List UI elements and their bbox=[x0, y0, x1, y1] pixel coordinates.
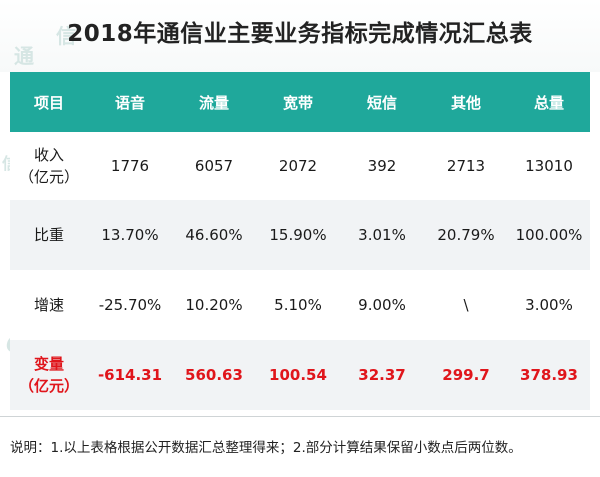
table-cell: 5.10% bbox=[274, 296, 322, 314]
header-traffic: 流量 bbox=[198, 93, 229, 112]
header-total: 总量 bbox=[533, 93, 564, 112]
row-label: 变量 （亿元） bbox=[10, 340, 88, 410]
table-cell: 2713 bbox=[446, 157, 486, 175]
header-voice: 语音 bbox=[114, 93, 145, 112]
row-label: 收入 （亿元） bbox=[10, 132, 88, 200]
watermark-text: 信 bbox=[40, 382, 57, 401]
divider bbox=[0, 416, 600, 417]
table-cell: 378.93 bbox=[520, 366, 578, 384]
row-label: 增速 bbox=[33, 296, 64, 314]
page-title: 2018年通信业主要业务指标完成情况汇总表 bbox=[67, 21, 533, 47]
table-cell: 32.37 bbox=[358, 366, 406, 384]
table-cell: -25.70% bbox=[98, 296, 162, 314]
table-row-share: 比重 13.70% 46.60% 15.90% 3.01% 20.79% 100… bbox=[10, 200, 590, 270]
header-other: 其他 bbox=[450, 93, 481, 112]
table-cell: 13.70% bbox=[101, 226, 159, 244]
table-cell: -614.31 bbox=[97, 366, 163, 384]
row-label-unit: （亿元） bbox=[18, 377, 79, 395]
table-cell: 46.60% bbox=[185, 226, 243, 244]
table-cell: 6057 bbox=[194, 157, 234, 175]
table-cell: 3.00% bbox=[525, 296, 573, 314]
table-cell: 15.90% bbox=[269, 226, 327, 244]
row-label: 比重 bbox=[33, 226, 64, 244]
table-row-change: 变量 （亿元） -614.31 560.63 100.54 32.37 299.… bbox=[10, 340, 590, 410]
watermark-text: 网 bbox=[82, 304, 102, 328]
table-cell: 20.79% bbox=[437, 226, 495, 244]
table-row-income: 收入 （亿元） 1776 6057 2072 392 2713 13010 bbox=[10, 132, 590, 200]
header-broadband: 宽带 bbox=[282, 93, 313, 112]
table-cell: 299.7 bbox=[442, 366, 490, 384]
row-label-main: 变量 bbox=[33, 355, 64, 373]
watermark-logo: CIi bbox=[74, 202, 106, 227]
table-cell: 2072 bbox=[278, 157, 318, 175]
table-row-growth: 增速 -25.70% 10.20% 5.10% 9.00% \ 3.00% bbox=[10, 270, 590, 340]
table-header-row: 项目 语音 流量 宽带 短信 其他 总量 bbox=[10, 72, 590, 132]
row-label-main: 收入 bbox=[33, 146, 64, 164]
table-cell: 560.63 bbox=[185, 366, 243, 384]
table-cell: \ bbox=[463, 296, 469, 314]
table-cell: 392 bbox=[367, 157, 397, 175]
header-item: 项目 bbox=[33, 93, 64, 112]
metrics-table: 项目 语音 流量 宽带 短信 其他 总量 收入 （亿元） 1776 6057 2… bbox=[10, 72, 590, 410]
table-cell: 9.00% bbox=[358, 296, 406, 314]
table-cell: 13010 bbox=[525, 157, 573, 175]
table-cell: 100.00% bbox=[515, 226, 583, 244]
watermark-text: 通 bbox=[14, 44, 34, 68]
row-label-unit: （亿元） bbox=[18, 168, 79, 186]
watermark-logo: CIi4 bbox=[6, 333, 54, 358]
watermark-text: 信 bbox=[56, 24, 76, 48]
table-cell: 10.20% bbox=[185, 296, 243, 314]
header-sms: 短信 bbox=[366, 93, 397, 112]
table-cell: 100.54 bbox=[269, 366, 327, 384]
table-cell: 1776 bbox=[110, 157, 150, 175]
watermark-text: 信 bbox=[2, 154, 19, 173]
title-band bbox=[0, 0, 600, 72]
footnote: 说明：1.以上表格根据公开数据汇总整理得来；2.部分计算结果保留小数点后两位数。 bbox=[10, 440, 522, 456]
table-cell: 3.01% bbox=[358, 226, 406, 244]
